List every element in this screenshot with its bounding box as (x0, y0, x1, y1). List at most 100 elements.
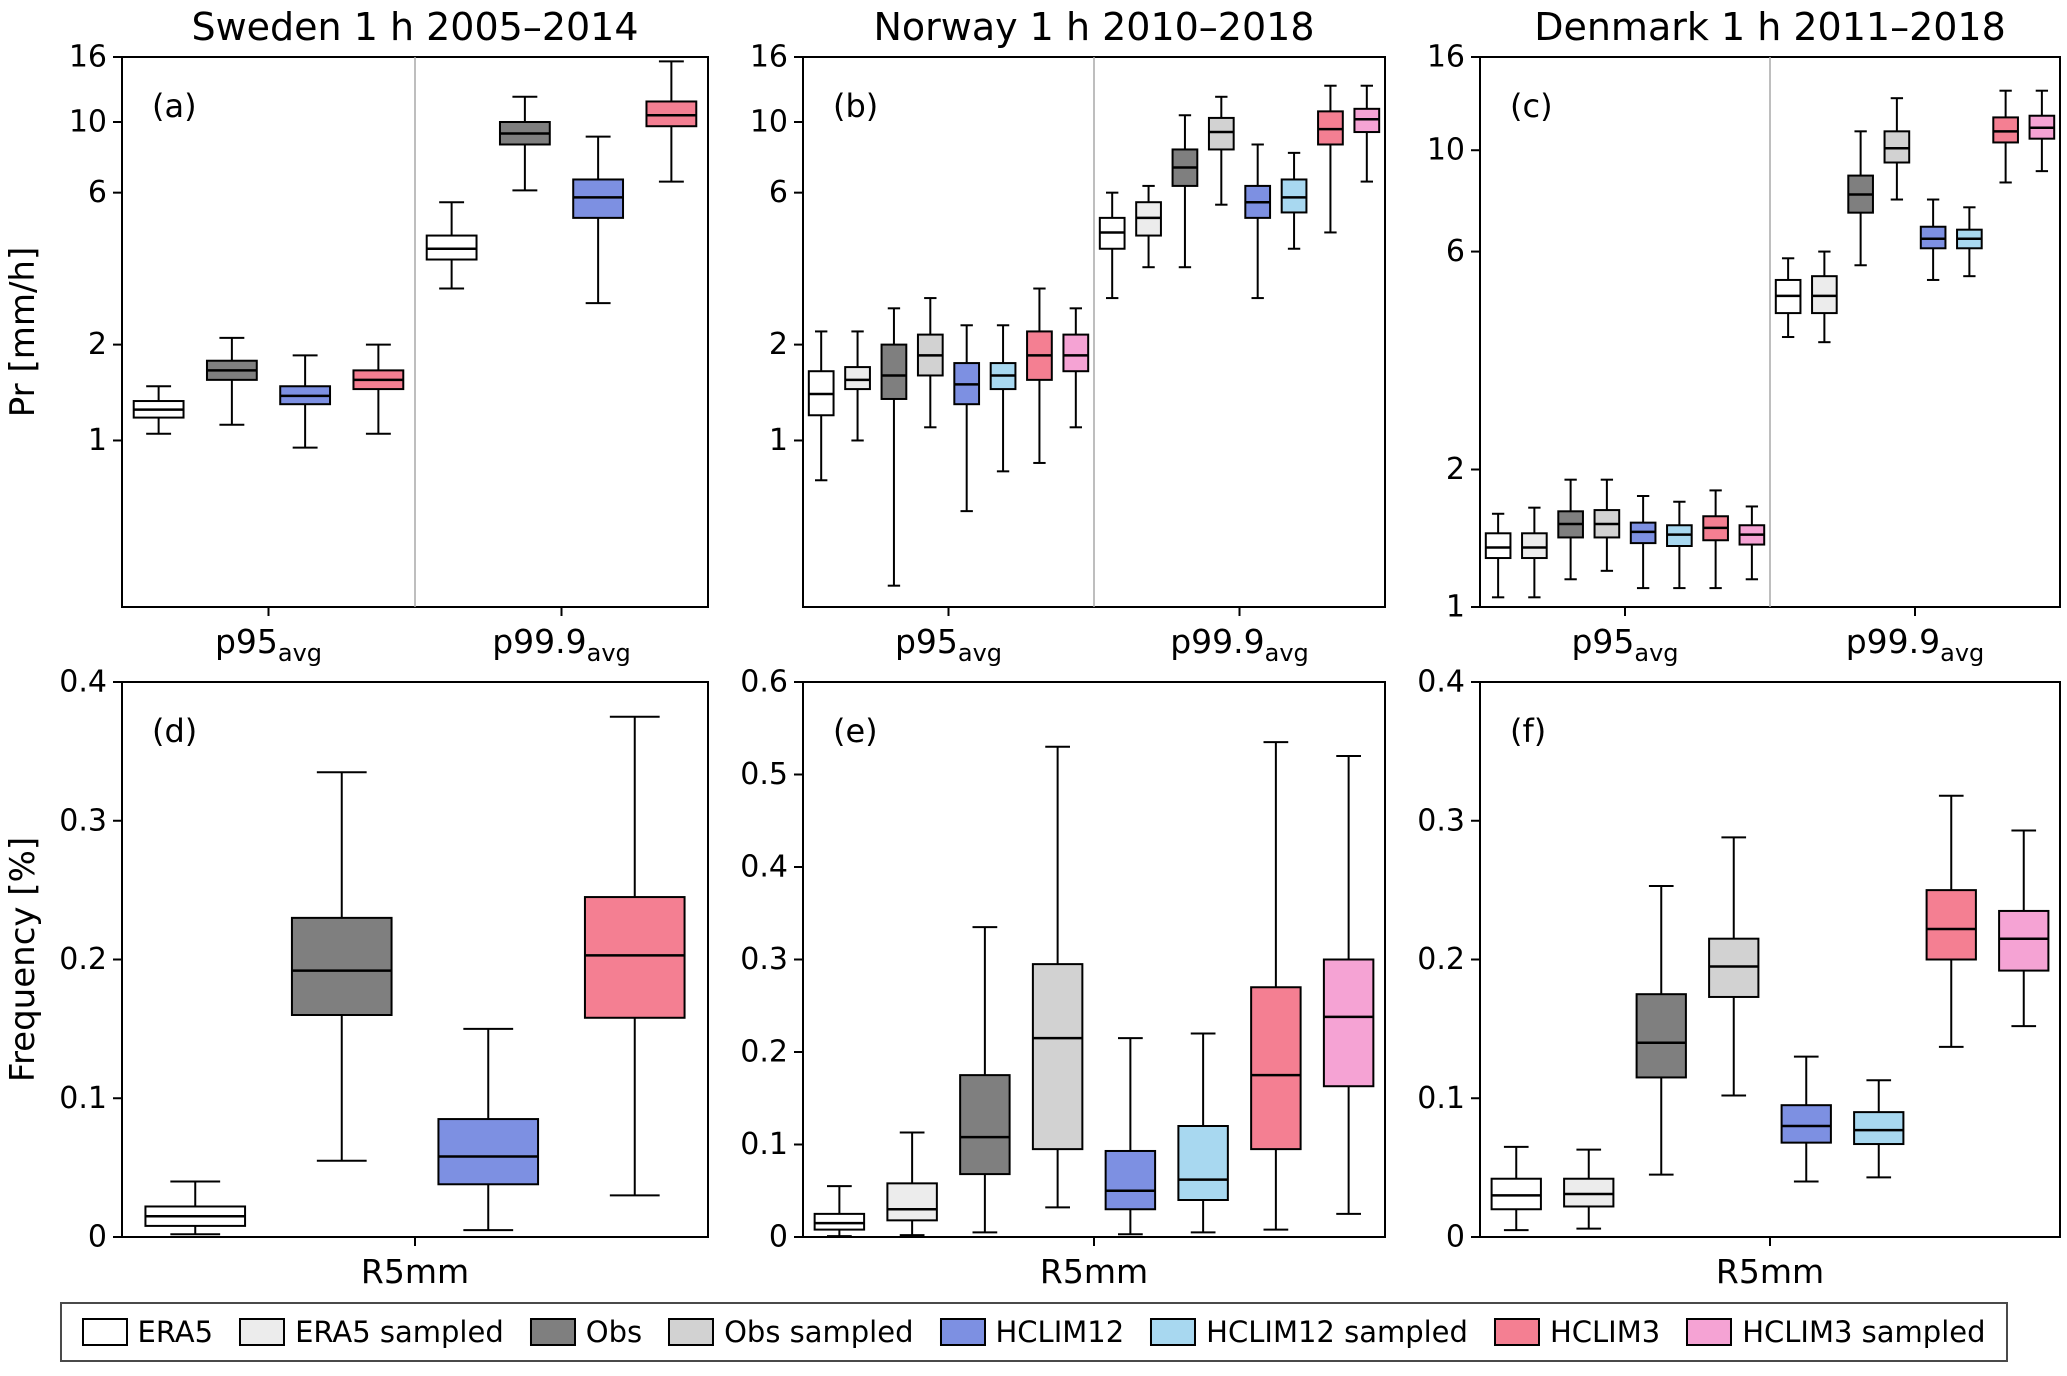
box-HCLIM12 (572, 135, 625, 305)
legend-swatch-Obs (529, 1318, 576, 1346)
box-HCLIM3 (583, 715, 686, 1197)
legend-swatch-HCLIM12-sampled (1150, 1318, 1197, 1346)
box-HCLIM3 (1702, 489, 1729, 590)
legend-label: Obs (585, 1315, 643, 1349)
box-HCLIM3-sampled (2028, 89, 2056, 173)
x-axis: p95avg p99.9avg (895, 607, 1309, 667)
box-Obs (205, 336, 258, 426)
legend-item-ERA5-sampled: ERA5 sampled (239, 1315, 504, 1349)
box-HCLIM12-sampled (989, 324, 1017, 473)
legend-swatch-ERA5-sampled (239, 1318, 286, 1346)
y-tick-label: 0.3 (59, 803, 107, 838)
y-tick-label: 0.3 (740, 942, 788, 977)
box-HCLIM3 (1925, 794, 1977, 1048)
x-tick-label: R5mm (361, 1252, 469, 1291)
panel-e: 0 0.1 0.2 0.3 0.4 0.5 0.6 R5mm (e) (740, 668, 1386, 1291)
box-HCLIM3-sampled (1353, 84, 1381, 183)
box-HCLIM3 (1317, 84, 1344, 234)
panel-letter: (e) (833, 712, 878, 750)
box-ERA5 (1490, 1145, 1542, 1232)
box-ERA5-sampled (1811, 250, 1838, 344)
box-ERA5 (1774, 257, 1802, 339)
x-tick-label: R5mm (1716, 1252, 1824, 1291)
y-tick-label: 0.6 (740, 668, 788, 700)
box-HCLIM12-sampled (1280, 151, 1308, 250)
box-ERA5 (144, 1180, 247, 1236)
y-tick-label: 0.4 (59, 668, 107, 700)
box-HCLIM12 (1780, 1055, 1832, 1183)
y-tick-label: 2 (88, 327, 107, 362)
box-HCLIM12 (953, 324, 981, 513)
x-axis: R5mm (1040, 1237, 1148, 1291)
box-HCLIM12 (279, 354, 332, 449)
legend-swatch-HCLIM12 (939, 1318, 986, 1346)
x-tick-label: p95avg (1571, 622, 1678, 667)
legend-item-HCLIM12: HCLIM12 (939, 1315, 1124, 1349)
legend-swatch-Obs-sampled (668, 1318, 715, 1346)
y-axis: 0 0.1 0.2 0.3 0.4 (1417, 668, 1480, 1255)
box-ERA5 (1098, 191, 1126, 300)
y-tick-label: 0 (769, 1220, 788, 1255)
y-tick-label: 1 (769, 423, 788, 458)
legend-item-Obs-sampled: Obs sampled (668, 1315, 913, 1349)
y-tick-label: 1 (1446, 590, 1465, 625)
box-Obs-sampled (1708, 836, 1760, 1097)
y-tick-label: 0 (1446, 1220, 1465, 1255)
y-tick-label: 6 (1446, 234, 1465, 269)
box-Obs (1557, 478, 1584, 581)
box-Obs (959, 926, 1011, 1234)
panel-title: Sweden 1 h 2005–2014 (191, 5, 638, 49)
y-tick-label: 0.1 (1417, 1081, 1465, 1116)
y-tick-label: 10 (1427, 133, 1465, 168)
box-Obs (1847, 130, 1874, 267)
box-HCLIM3-sampled (1062, 307, 1090, 429)
x-tick-label: R5mm (1040, 1252, 1148, 1291)
legend-item-ERA5: ERA5 (81, 1315, 213, 1349)
box-HCLIM3-sampled (1738, 505, 1766, 581)
panel-letter: (a) (152, 87, 197, 125)
panel-letter: (d) (152, 712, 197, 750)
box-ERA5-sampled (1563, 1148, 1615, 1230)
box-HCLIM3 (645, 60, 698, 183)
legend-label: HCLIM3 sampled (1742, 1315, 1986, 1349)
y-tick-label: 0.2 (59, 942, 107, 977)
legend-item-HCLIM12-sampled: HCLIM12 sampled (1150, 1315, 1468, 1349)
axes-frame (802, 681, 1386, 1238)
y-tick-label: 0.5 (740, 757, 788, 792)
y-axis: 0 0.1 0.2 0.3 0.4 (59, 668, 122, 1255)
box-ERA5 (132, 385, 185, 435)
panel-c: Denmark 1 h 2011–2018 1 2 6 10 16 p95avg p99.9a… (1427, 5, 2061, 667)
y-axis: 1 2 6 10 16 (750, 40, 803, 458)
box-HCLIM12 (1104, 1037, 1157, 1236)
panel-a: Sweden 1 h 2005–2014 Pr [mm/h] 1 2 6 10 16 p95a… (3, 5, 709, 667)
box-HCLIM3-sampled (1322, 755, 1375, 1215)
y-tick-label: 16 (750, 40, 788, 75)
box-ERA5 (1484, 512, 1512, 599)
x-tick-label: p99.9avg (492, 622, 631, 667)
y-tick-label: 10 (69, 105, 107, 140)
x-axis: p95avg p99.9avg (215, 607, 631, 667)
box-Obs (290, 771, 393, 1162)
legend-label: HCLIM12 sampled (1206, 1315, 1468, 1349)
y-tick-label: 10 (750, 105, 788, 140)
x-tick-label: p99.9avg (1846, 622, 1985, 667)
x-axis: R5mm (1716, 1237, 1824, 1291)
panel-title: Denmark 1 h 2011–2018 (1534, 5, 2006, 49)
y-tick-label: 16 (1427, 40, 1465, 75)
box-HCLIM3 (352, 343, 405, 435)
y-axis: 1 2 6 10 16 (1427, 40, 1480, 625)
box-HCLIM12 (1919, 198, 1947, 281)
panel-d: Frequency [%] 0 0.1 0.2 0.3 0.4 R5mm (d) (3, 668, 709, 1291)
box-HCLIM3 (1026, 287, 1053, 464)
box-Obs-sampled (1593, 478, 1621, 572)
box-Obs-sampled (1207, 95, 1235, 206)
legend-label: ERA5 sampled (295, 1315, 504, 1349)
box-HCLIM12 (1629, 494, 1657, 590)
y-tick-label: 0.2 (1417, 942, 1465, 977)
box-ERA5-sampled (886, 1131, 938, 1237)
box-HCLIM3-sampled (1998, 829, 2050, 1028)
legend-label: HCLIM3 (1549, 1315, 1661, 1349)
y-tick-label: 0 (88, 1220, 107, 1255)
box-Obs-sampled (916, 297, 944, 429)
